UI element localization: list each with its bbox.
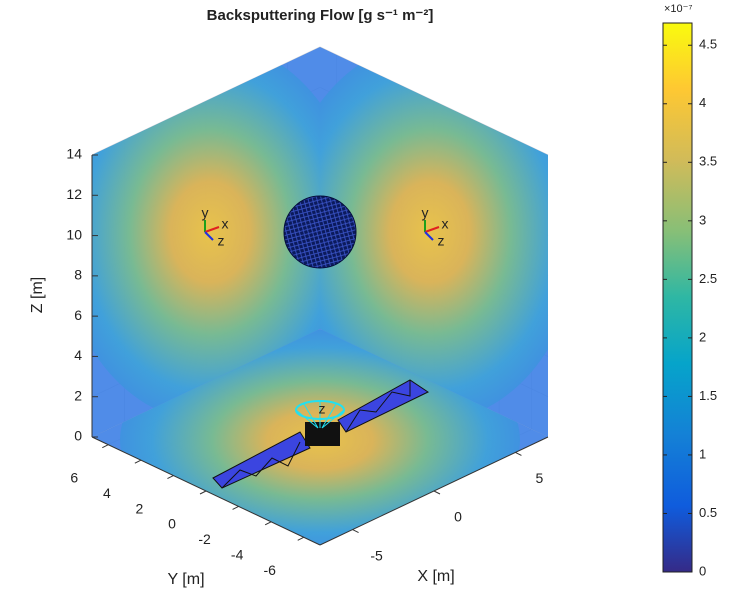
z-tick-label: 4 [74,347,82,363]
y-tick-label: -2 [198,531,211,547]
y-axis-label: Y [m] [167,571,204,588]
y-tick [233,506,239,509]
y-tick-label: 0 [168,516,176,532]
colorbar-tick-label: 1 [699,446,706,461]
colorbar [663,23,692,572]
x-tick [515,452,521,455]
triad-label: y [202,205,209,221]
colorbar-exponent: ×10⁻⁷ [664,3,692,15]
y-tick-label: -4 [231,547,244,563]
triad-label: x [442,216,449,232]
colorbar-tick-label: 0 [699,563,706,578]
y-tick-label: -6 [263,562,276,578]
x-axis-label: X [m] [417,568,454,585]
z-tick-label: 0 [74,428,82,444]
satellite-bus [305,422,340,446]
colorbar-tick-label: 2 [699,329,706,344]
x-tick [434,491,440,494]
z-tick-label: 2 [74,387,82,403]
x-tick-label: 0 [454,509,462,525]
colorbar-tick-label: 3.5 [699,154,717,169]
triad-label: x [222,216,229,232]
chart: Backsputtering Flow [g s⁻¹ m⁻²] yxzyxzz … [0,0,729,593]
colorbar-tick-label: 3 [699,212,706,227]
y-tick [200,491,206,494]
y-tick [265,522,271,525]
x-tick-label: -5 [370,547,383,563]
x-tick [353,530,359,533]
y-tick-label: 6 [70,469,78,485]
z-tick-label: 10 [66,226,82,242]
triad-label: y [422,205,429,221]
z-tick-label: 8 [74,267,82,283]
y-tick [298,537,304,540]
walls [60,42,580,550]
chart-title: Backsputtering Flow [g s⁻¹ m⁻²] [207,7,434,24]
z-tick-label: 12 [66,186,82,202]
colorbar-tick-label: 2.5 [699,271,717,286]
y-tick [102,445,108,448]
y-tick [167,476,173,479]
y-tick [135,460,141,463]
sphere [284,196,356,268]
colorbar-tick-label: 0.5 [699,505,717,520]
triad-label: z [438,233,445,249]
z-tick-label: 14 [66,146,82,162]
triad-label: z [218,233,225,249]
z-tick-label: 6 [74,307,82,323]
z-axis-label: Z [m] [29,277,46,313]
y-tick-label: 2 [136,500,144,516]
x-tick-label: 5 [536,470,544,486]
colorbar-tick-label: 4.5 [699,37,717,52]
colorbar-tick-label: 1.5 [699,388,717,403]
y-tick-label: 4 [103,485,111,501]
colorbar-tick-label: 4 [699,95,706,110]
triad-label: z [319,401,326,417]
